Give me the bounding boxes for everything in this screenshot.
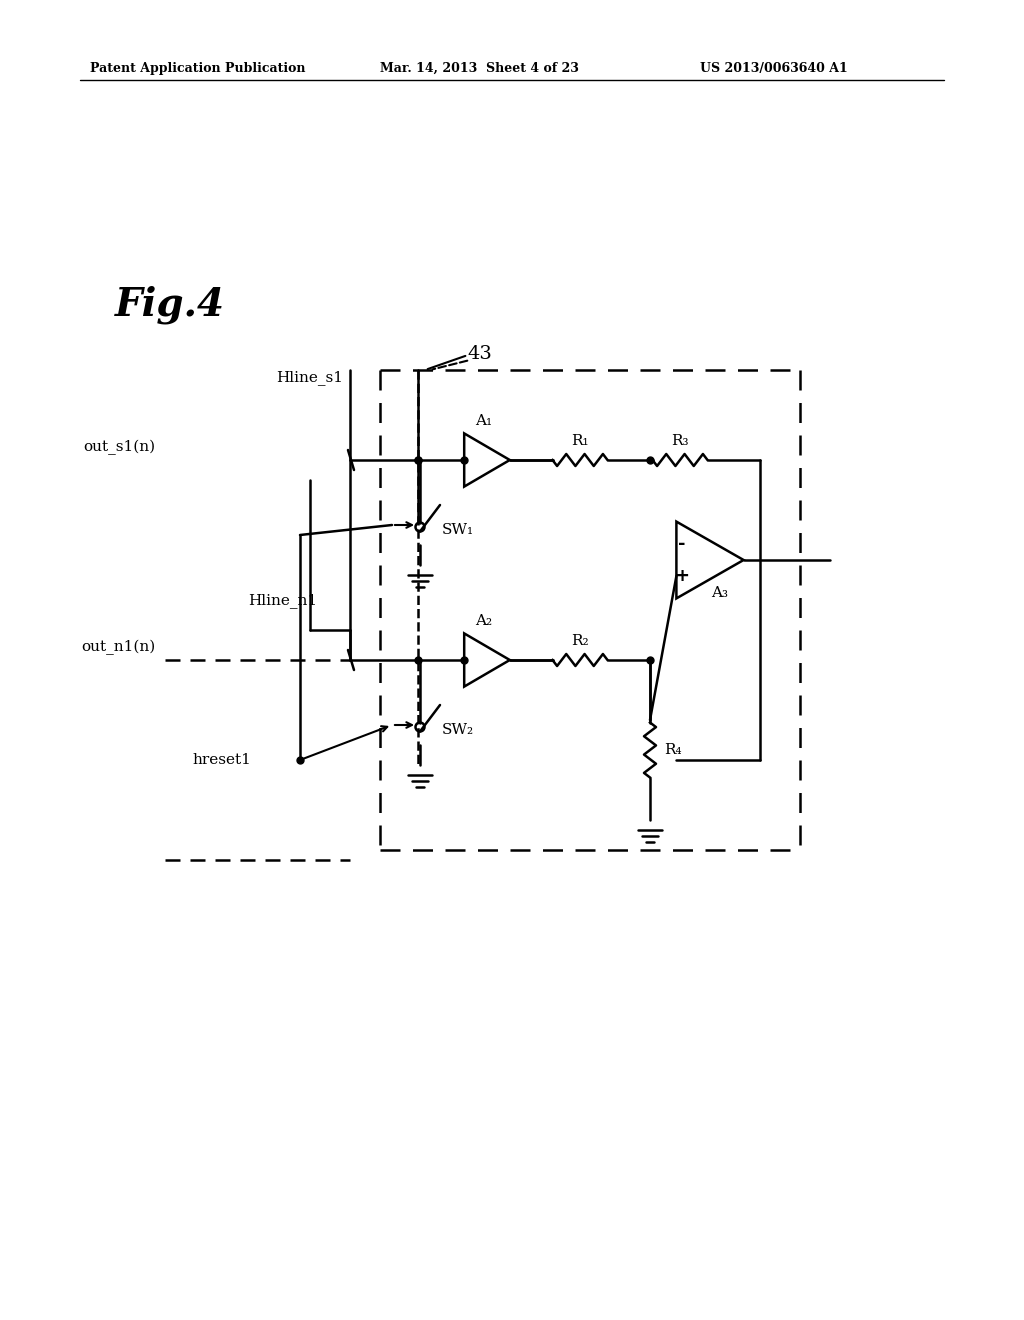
Text: out_n1(n): out_n1(n) [81, 640, 155, 655]
Text: +: + [675, 568, 689, 585]
Text: Hline_n1: Hline_n1 [249, 593, 317, 609]
Text: Fig.4: Fig.4 [115, 285, 225, 323]
Text: A₁: A₁ [475, 414, 493, 428]
Text: hreset1: hreset1 [193, 752, 251, 767]
Text: 43: 43 [468, 345, 493, 363]
Text: SW₁: SW₁ [442, 523, 474, 537]
Text: Mar. 14, 2013  Sheet 4 of 23: Mar. 14, 2013 Sheet 4 of 23 [380, 62, 579, 75]
Text: A₃: A₃ [712, 586, 728, 601]
Text: US 2013/0063640 A1: US 2013/0063640 A1 [700, 62, 848, 75]
Text: Hline_s1: Hline_s1 [276, 370, 343, 385]
Text: out_s1(n): out_s1(n) [83, 440, 155, 455]
Text: -: - [678, 535, 686, 553]
Text: SW₂: SW₂ [442, 723, 474, 737]
Text: R₃: R₃ [672, 434, 689, 447]
Text: A₂: A₂ [475, 614, 493, 628]
Text: R₄: R₄ [664, 743, 682, 756]
Text: R₁: R₁ [571, 434, 589, 447]
Text: Patent Application Publication: Patent Application Publication [90, 62, 305, 75]
Text: R₂: R₂ [571, 634, 589, 648]
